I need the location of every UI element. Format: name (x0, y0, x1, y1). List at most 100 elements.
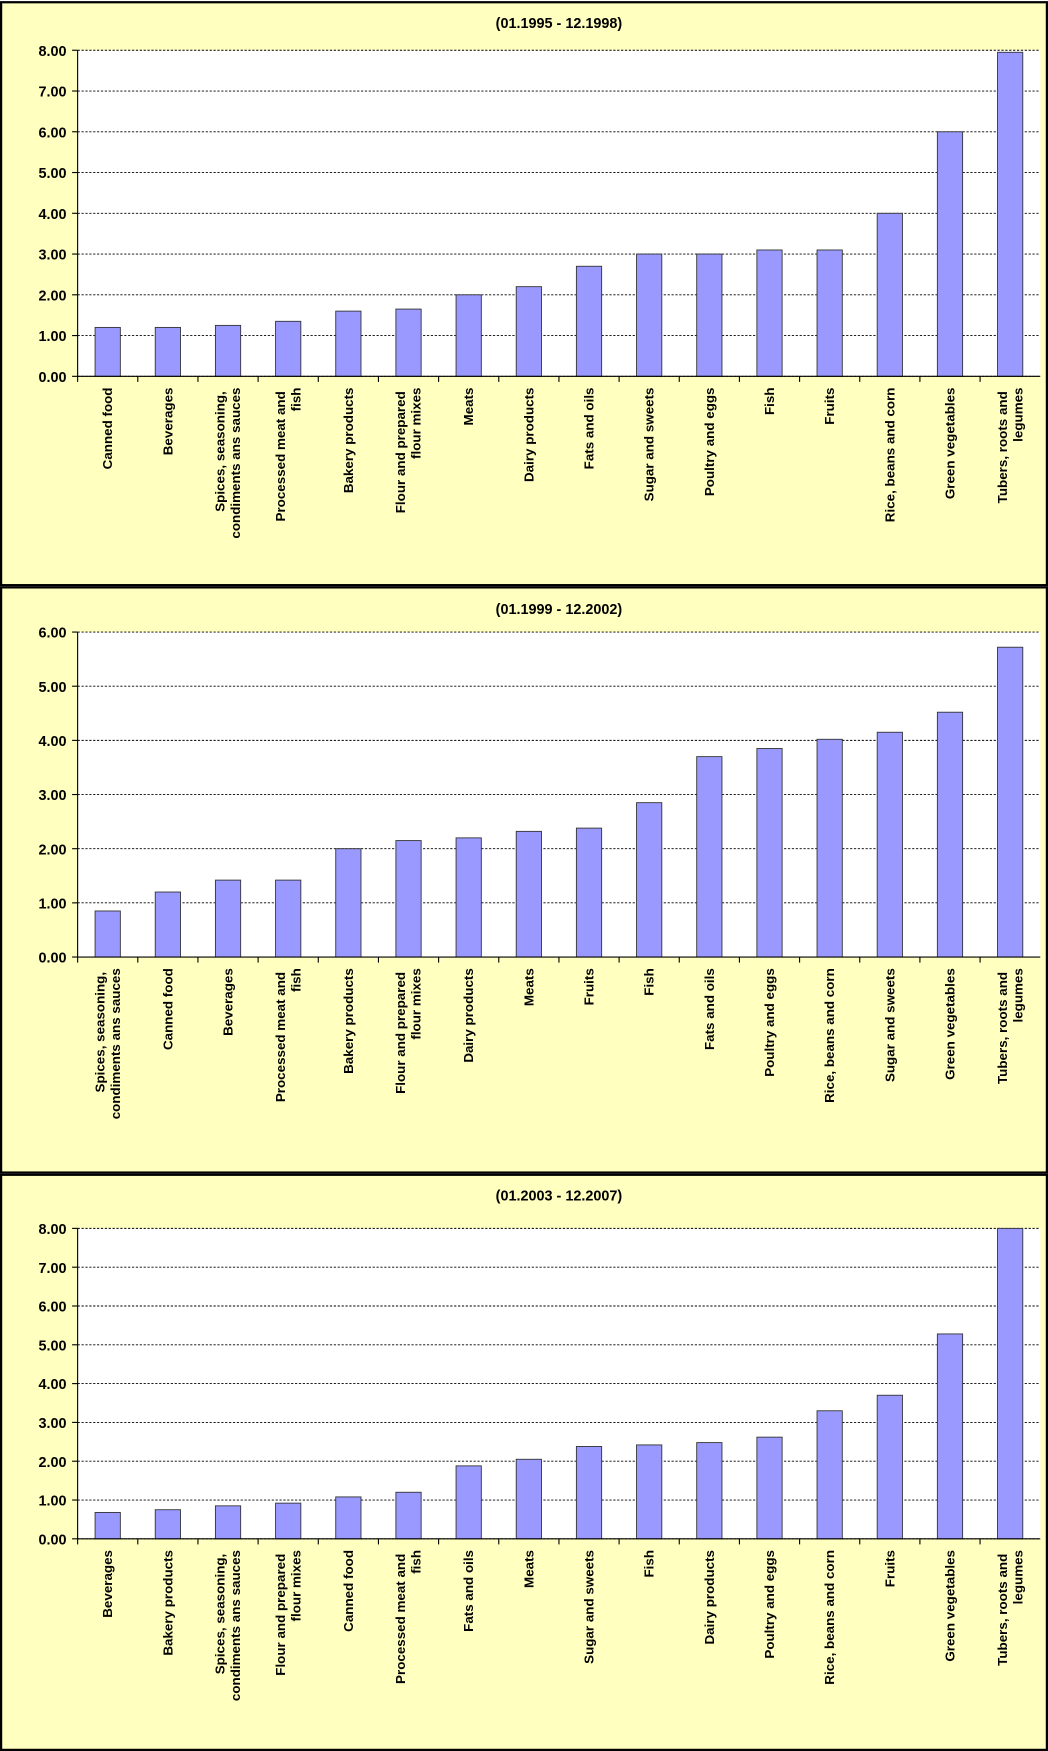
bar (997, 51, 1024, 377)
y-tick-label: 1.00 (38, 896, 66, 912)
bar (696, 1442, 723, 1540)
x-tick-label: Tubers, roots and legumes (995, 968, 1025, 1084)
y-tick-label: 2.00 (38, 1455, 66, 1471)
bar (154, 1509, 181, 1540)
x-tick-label: Spices, seasoning, condiments ans sauces (213, 1550, 243, 1701)
bar (696, 756, 723, 958)
y-tick-label: 8.00 (38, 44, 66, 60)
x-tick-label: Green vegetables (942, 1550, 957, 1662)
bar (335, 1496, 362, 1540)
x-tick-label: Sugar and sweets (882, 968, 897, 1082)
x-tick-label: Fats and oils (702, 968, 717, 1050)
x-tick-label: Beverages (100, 1550, 115, 1618)
bar (214, 324, 242, 377)
y-tick-label: 0.00 (38, 370, 66, 386)
x-tick-label: Beverages (221, 968, 236, 1036)
x-tick-label: Fats and oils (461, 1550, 476, 1632)
y-tick-label: 4.00 (38, 1377, 66, 1393)
bar (94, 326, 121, 377)
bar (455, 837, 482, 958)
y-tick-label: 2.00 (38, 842, 66, 858)
x-tick-label: Meats (521, 968, 536, 1006)
x-tick-label: Green vegetables (942, 968, 957, 1080)
chart-title: (01.1999 - 12.2002) (496, 602, 623, 618)
x-tick-label: Processed meat and fish (273, 968, 303, 1102)
bar (816, 1410, 843, 1540)
x-tick-label: Sugar and sweets (642, 387, 657, 501)
x-tick-label: Meats (461, 387, 476, 425)
y-tick-label: 8.00 (38, 1222, 66, 1238)
y-tick-label: 6.00 (38, 626, 66, 642)
bar (816, 249, 843, 377)
bar (94, 910, 121, 958)
y-tick-label: 5.00 (38, 1338, 66, 1354)
bar (515, 286, 542, 377)
x-tick-label: Processed meat and fish (273, 387, 303, 521)
y-tick-label: 0.00 (38, 1532, 66, 1548)
chart-title: (01.2003 - 12.2007) (496, 1188, 623, 1204)
bar (575, 265, 603, 377)
bar (575, 1446, 603, 1540)
x-tick-label: Fish (762, 387, 777, 415)
y-tick-label: 3.00 (38, 248, 66, 264)
bar (936, 1333, 964, 1540)
bar (154, 326, 181, 377)
bar (154, 891, 181, 958)
x-tick-label: Dairy products (461, 968, 476, 1062)
x-tick-label: Rice, beans and corn (822, 1550, 837, 1685)
y-tick-label: 5.00 (38, 166, 66, 182)
chart-title: (01.1995 - 12.1998) (496, 16, 623, 32)
bar (455, 294, 482, 377)
y-tick-label: 4.00 (38, 207, 66, 223)
bar (876, 731, 903, 958)
x-tick-label: Rice, beans and corn (882, 387, 897, 522)
bar (876, 212, 903, 377)
x-tick-label: Rice, beans and corn (822, 968, 837, 1103)
bar (395, 1491, 422, 1540)
bar (636, 253, 663, 377)
bar (997, 1227, 1024, 1540)
bar (756, 249, 783, 377)
x-tick-label: Meats (521, 1550, 536, 1588)
x-tick-label: Tubers, roots and legumes (995, 1550, 1025, 1666)
y-tick-label: 4.00 (38, 734, 66, 750)
bar (636, 1444, 663, 1540)
x-tick-label: Processed meat and fish (393, 1550, 423, 1684)
x-tick-label: Sugar and sweets (581, 1550, 596, 1664)
bar (997, 646, 1024, 958)
x-tick-label: Flour and prepared flour mixes (393, 387, 423, 513)
bar (275, 320, 302, 377)
x-tick-label: Fruits (581, 968, 596, 1005)
x-tick-label: Fish (642, 968, 657, 996)
bar (335, 310, 362, 377)
y-tick-label: 6.00 (38, 125, 66, 141)
x-tick-label: Dairy products (521, 387, 536, 481)
x-tick-label: Green vegetables (942, 387, 957, 499)
x-tick-label: Spices, seasoning, condiments ans sauces (213, 387, 243, 538)
y-tick-label: 2.00 (38, 288, 66, 304)
bar (936, 711, 964, 958)
bar (816, 738, 843, 958)
x-tick-label: Spices, seasoning, condiments ans sauces (92, 968, 122, 1119)
x-tick-label: Poultry and eggs (702, 387, 717, 496)
x-tick-label: Tubers, roots and legumes (995, 387, 1025, 503)
bar (214, 879, 242, 958)
y-tick-label: 7.00 (38, 1261, 66, 1277)
bar (275, 1502, 302, 1540)
bar (275, 879, 302, 958)
bar (936, 131, 964, 377)
x-tick-label: Dairy products (702, 1550, 717, 1644)
x-tick-label: Bakery products (341, 387, 356, 493)
y-tick-label: 3.00 (38, 788, 66, 804)
bar (756, 1436, 783, 1540)
x-tick-label: Flour and prepared flour mixes (273, 1550, 303, 1676)
bar (575, 827, 603, 958)
x-tick-label: Fish (642, 1550, 657, 1578)
bar (696, 253, 723, 377)
bar (515, 1458, 542, 1540)
y-tick-label: 3.00 (38, 1416, 66, 1432)
bar (395, 840, 422, 958)
bar (455, 1465, 482, 1540)
x-tick-label: Poultry and eggs (762, 968, 777, 1077)
